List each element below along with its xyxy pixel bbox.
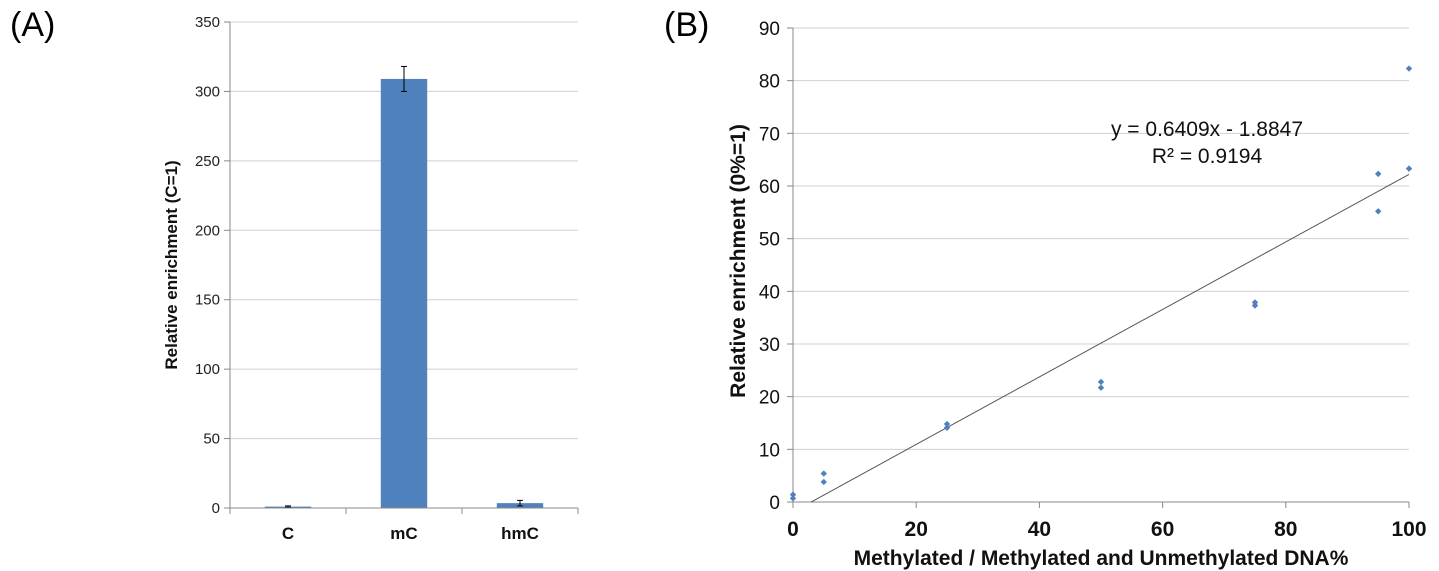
x-tick-label: 0 [787,518,799,541]
x-tick-label: 100 [1391,518,1426,541]
data-point [789,495,797,502]
data-point [943,420,951,428]
x-tick-label: 80 [1274,518,1297,541]
y-tick-label: 0 [212,500,220,517]
trendline [810,173,1410,503]
panel-b-x-axis-title: Methylated / Methylated and Unmethylated… [854,547,1349,570]
y-tick-label: 40 [759,282,780,303]
data-point [1375,208,1382,215]
trendline-r-squared: R² = 0.9194 [1152,145,1263,168]
data-point [789,491,797,498]
data-point [1097,384,1105,391]
y-tick-label: 80 [759,72,780,93]
y-tick-label: 30 [759,335,780,356]
panel-b-y-axis-title: Relative enrichment (0%=1) [727,124,750,398]
y-tick-label: 50 [203,431,220,448]
y-tick-label: 50 [759,230,780,251]
y-tick-label: 20 [759,388,780,409]
data-point [1251,299,1259,306]
y-tick-label: 0 [769,493,780,514]
panel-b-points [789,65,1413,502]
x-tick-label: 40 [1028,518,1051,541]
y-tick-label: 200 [195,222,220,239]
panel-a-label: (A) [10,6,55,44]
x-tick-label: 20 [905,518,928,541]
y-tick-label: 150 [195,292,220,309]
y-tick-label: 100 [195,361,220,378]
panel-b-label: (B) [664,6,709,44]
bar [380,78,428,508]
y-tick-label: 350 [195,14,220,31]
panel-b-y-ticks: 0 10 20 30 40 50 60 70 80 90 [759,19,794,514]
y-tick-label: 300 [195,83,220,100]
data-point [820,470,827,477]
x-category-label: hmC [501,524,539,543]
data-point [1405,65,1413,72]
y-tick-label: 70 [759,124,780,145]
y-tick-label: 60 [759,177,780,198]
y-tick-label: 90 [759,19,780,40]
data-point [1097,378,1105,386]
data-point [943,424,951,431]
panel-a-y-axis-title: Relative enrichment (C=1) [162,160,181,369]
panel-b-trendline [810,173,1410,503]
data-point [1375,170,1382,178]
x-category-label: mC [390,524,417,543]
data-point [820,478,827,486]
y-tick-label: 250 [195,153,220,170]
x-category-label: C [282,524,294,543]
y-tick-label: 10 [759,440,780,461]
panel-a-bars [264,65,544,508]
x-tick-label: 60 [1151,518,1174,541]
trendline-equation: y = 0.6409x - 1.8847 [1111,118,1303,141]
panel-b-x-ticks: 0 20 40 60 80 100 [787,501,1427,541]
panel-a-y-ticks: 0 50 100 150 200 250 300 350 [195,14,231,517]
panel-b-chart: (B) 0 10 20 30 40 50 60 70 80 90 0 20 40 60 80 100 y =… [664,6,1427,570]
panel-b-gridlines [793,27,1409,450]
data-point [1405,165,1413,172]
